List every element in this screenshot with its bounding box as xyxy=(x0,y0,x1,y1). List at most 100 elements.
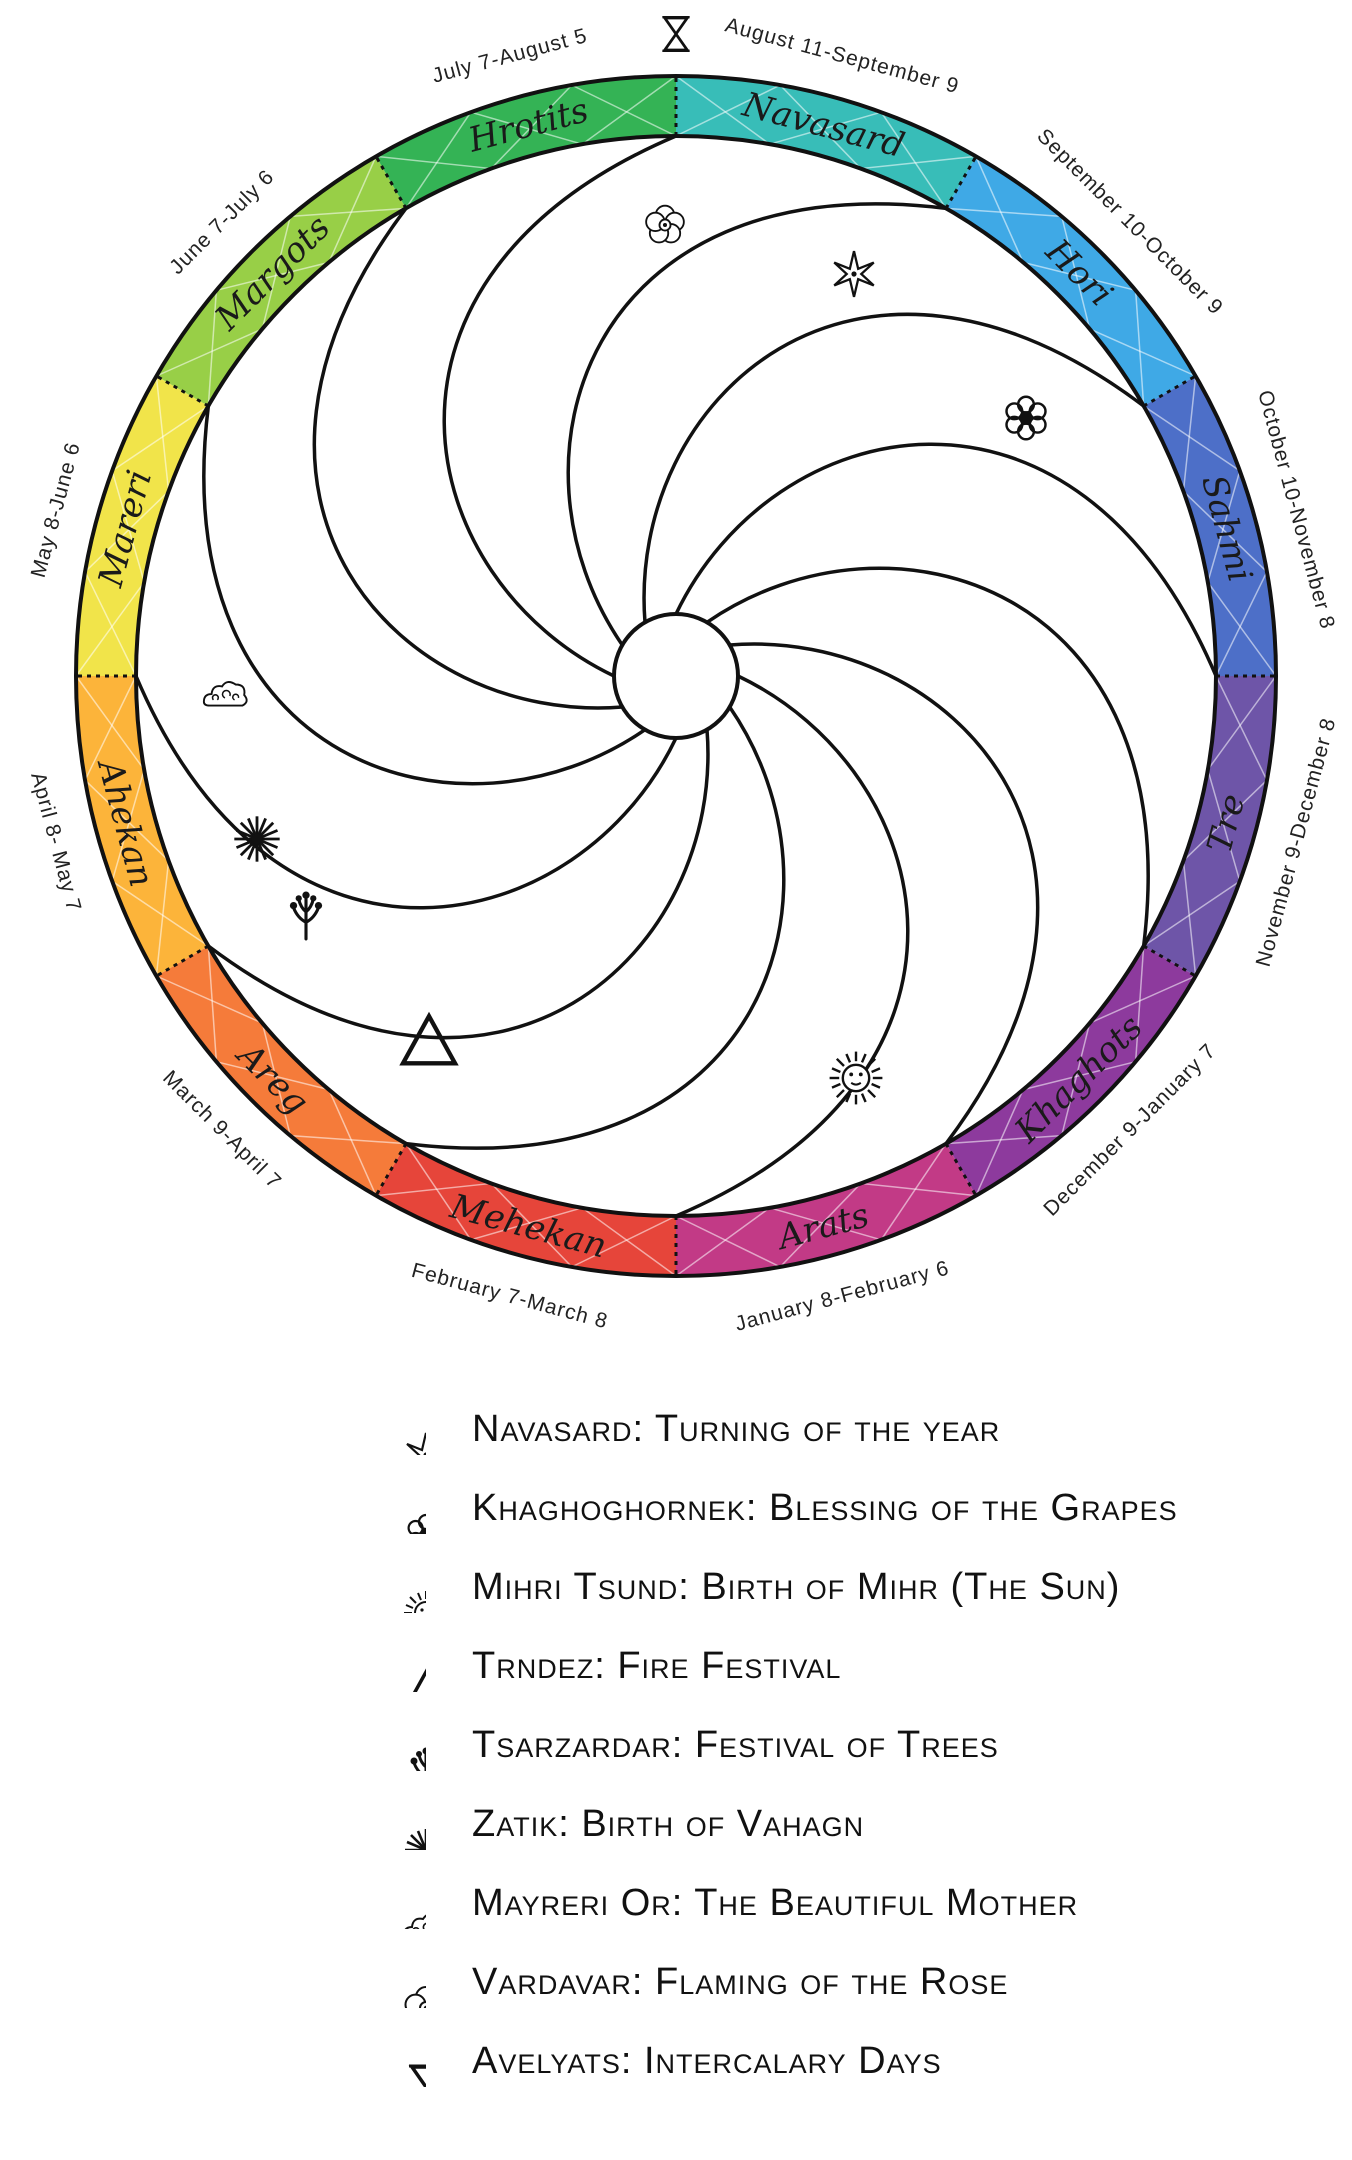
month-segment xyxy=(376,76,676,209)
ring-grid-line xyxy=(207,290,218,407)
ring-grid-line xyxy=(945,1134,1062,1145)
legend-item: Avelyats: Intercalary Days xyxy=(370,2022,1320,2101)
spiral-arm xyxy=(674,442,1218,677)
ring-grid-line xyxy=(375,155,492,170)
ring-grid-line xyxy=(1134,290,1145,407)
ring-grid-line xyxy=(156,328,263,377)
month-segment xyxy=(946,156,1196,406)
ring-grid-line xyxy=(207,945,218,1062)
ring-grid-line xyxy=(945,207,1062,218)
ring-grid-line xyxy=(769,1207,882,1241)
ring-grid-line xyxy=(290,1134,407,1145)
triangle-icon xyxy=(370,1636,432,1698)
ring-grid-line xyxy=(156,975,263,1024)
legend-label: Zatik: Birth of Vahagn xyxy=(472,1803,865,1845)
ring-grid-line xyxy=(779,84,862,170)
sun-face-icon xyxy=(828,1050,884,1106)
legend-label: Mihri Tsund: Birth of Mihr (The Sun) xyxy=(472,1566,1121,1608)
ring-grid-line xyxy=(155,375,170,492)
ring-grid-line xyxy=(1182,490,1268,573)
ring-grid-line xyxy=(1089,975,1196,1024)
ring-grid-line xyxy=(860,1182,977,1197)
legend-item: Khaghoghornek: Blessing of the Grapes xyxy=(370,1469,1320,1548)
month-segment xyxy=(1143,376,1276,676)
month-segment xyxy=(156,156,406,406)
sun-face-icon xyxy=(370,1557,432,1619)
legend-label: Tsarzardar: Festival of Trees xyxy=(472,1724,999,1766)
legend-label: Navasard: Turning of the year xyxy=(472,1408,1001,1450)
month-divider xyxy=(374,155,408,210)
ring-grid-line xyxy=(860,155,977,170)
ring-dividers xyxy=(76,76,1276,1276)
ring-grid-line xyxy=(111,470,145,583)
month-segment xyxy=(946,946,1196,1196)
month-divider xyxy=(1142,944,1197,978)
legend-label: Khaghoghornek: Blessing of the Grapes xyxy=(472,1487,1178,1529)
ring-grid-line xyxy=(1207,470,1241,583)
month-divider xyxy=(944,1142,978,1197)
legend-item: Zatik: Birth of Vahagn xyxy=(370,1785,1320,1864)
ring-grid-line xyxy=(1207,675,1277,771)
month-divider xyxy=(1142,374,1197,408)
spiral-arm xyxy=(207,729,710,1040)
tree-icon xyxy=(370,1715,432,1777)
legend-label: Mayreri Or: The Beautiful Mother xyxy=(472,1882,1079,1924)
ring-grid-line xyxy=(84,571,137,677)
month-divider xyxy=(944,155,978,210)
ring-grid-line xyxy=(1207,581,1277,677)
grape-flower-icon xyxy=(370,1478,432,1540)
ring-grid-line xyxy=(470,1207,583,1241)
ring-grid-line xyxy=(1207,769,1241,882)
ring-grid-line xyxy=(1089,328,1196,377)
hourglass-icon xyxy=(661,15,691,53)
ring-grid-line xyxy=(1215,675,1268,781)
ring-grid-line xyxy=(675,1215,781,1268)
ring-grid-line xyxy=(490,1182,573,1268)
ring-grid-line xyxy=(75,675,145,771)
month-divider xyxy=(374,1142,408,1197)
legend-item: Vardavar: Flaming of the Rose xyxy=(370,1943,1320,2022)
month-range: April 8- May 7 xyxy=(26,770,85,915)
spiral-arm xyxy=(706,566,1150,947)
ring-grid-line xyxy=(1215,571,1268,677)
ring-grid-line xyxy=(490,84,573,170)
ring-grid-line xyxy=(84,675,137,781)
ring-grid-line xyxy=(975,1089,1024,1196)
month-divider xyxy=(155,374,210,408)
ring-grid-line xyxy=(880,1143,947,1241)
ring-grid-line xyxy=(1143,405,1241,472)
month-segment xyxy=(76,376,209,676)
ring-grid-line xyxy=(261,216,292,330)
ring-grid-line xyxy=(328,1089,377,1196)
ring-grid-line xyxy=(571,1215,677,1268)
ring-grid-line xyxy=(675,75,771,145)
ring-grid-line xyxy=(581,75,677,145)
month-ring xyxy=(76,76,1276,1276)
month-segment xyxy=(76,676,209,976)
spiral-arm xyxy=(566,202,947,646)
ring-grid-line xyxy=(1182,375,1197,492)
ring-grid-line xyxy=(1143,880,1241,947)
month-divider xyxy=(155,944,210,978)
spiral-arms xyxy=(134,134,1218,1218)
ring-grid-line xyxy=(1022,261,1136,292)
center-hub xyxy=(612,612,740,740)
ring-diamond-pattern xyxy=(75,75,1277,1277)
ring-grid-line xyxy=(880,111,947,209)
ring-grid-line xyxy=(975,156,1024,263)
ring-grid-line xyxy=(84,779,170,862)
legend-item: Tsarzardar: Festival of Trees xyxy=(370,1706,1320,1785)
legend-item: Mihri Tsund: Birth of Mihr (The Sun) xyxy=(370,1548,1320,1627)
ring-grid-line xyxy=(75,581,145,677)
ring-grid-line xyxy=(1134,945,1145,1062)
ring-grid-line xyxy=(1060,1022,1091,1136)
ring-grid-line xyxy=(111,880,209,947)
ring-grid-line xyxy=(1060,216,1091,330)
legend-item: Navasard: Turning of the year xyxy=(370,1390,1320,1469)
legend-item: Mayreri Or: The Beautiful Mother xyxy=(370,1864,1320,1943)
month-segment xyxy=(156,946,406,1196)
ring-grid-line xyxy=(769,111,882,145)
month-segment xyxy=(376,1143,676,1276)
ring-grid-line xyxy=(375,1182,492,1197)
spiral-arm xyxy=(134,675,678,910)
